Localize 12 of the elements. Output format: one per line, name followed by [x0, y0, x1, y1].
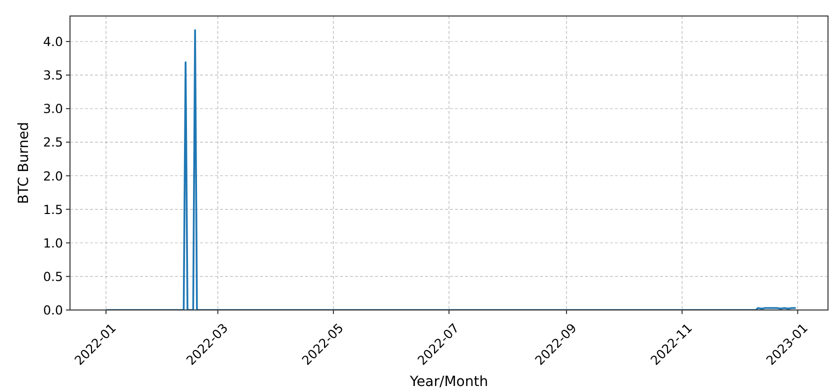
y-tick-label: 0.5	[43, 268, 63, 284]
y-tick-label: 4.0	[43, 34, 64, 50]
line-series	[105, 29, 797, 310]
y-tick-label: 2.5	[43, 134, 63, 150]
y-tick-label: 3.0	[43, 101, 64, 116]
y-tick-label: 2.0	[43, 168, 64, 184]
y-tick-label: 1.5	[43, 202, 63, 217]
y-tick-label: 3.5	[43, 68, 63, 83]
y-tick-label: 0.0	[43, 302, 64, 318]
y-tick-label: 1.0	[43, 235, 64, 250]
y-axis-title: BTC Burned	[16, 122, 32, 204]
x-axis-title: Year/Month	[408, 374, 488, 388]
